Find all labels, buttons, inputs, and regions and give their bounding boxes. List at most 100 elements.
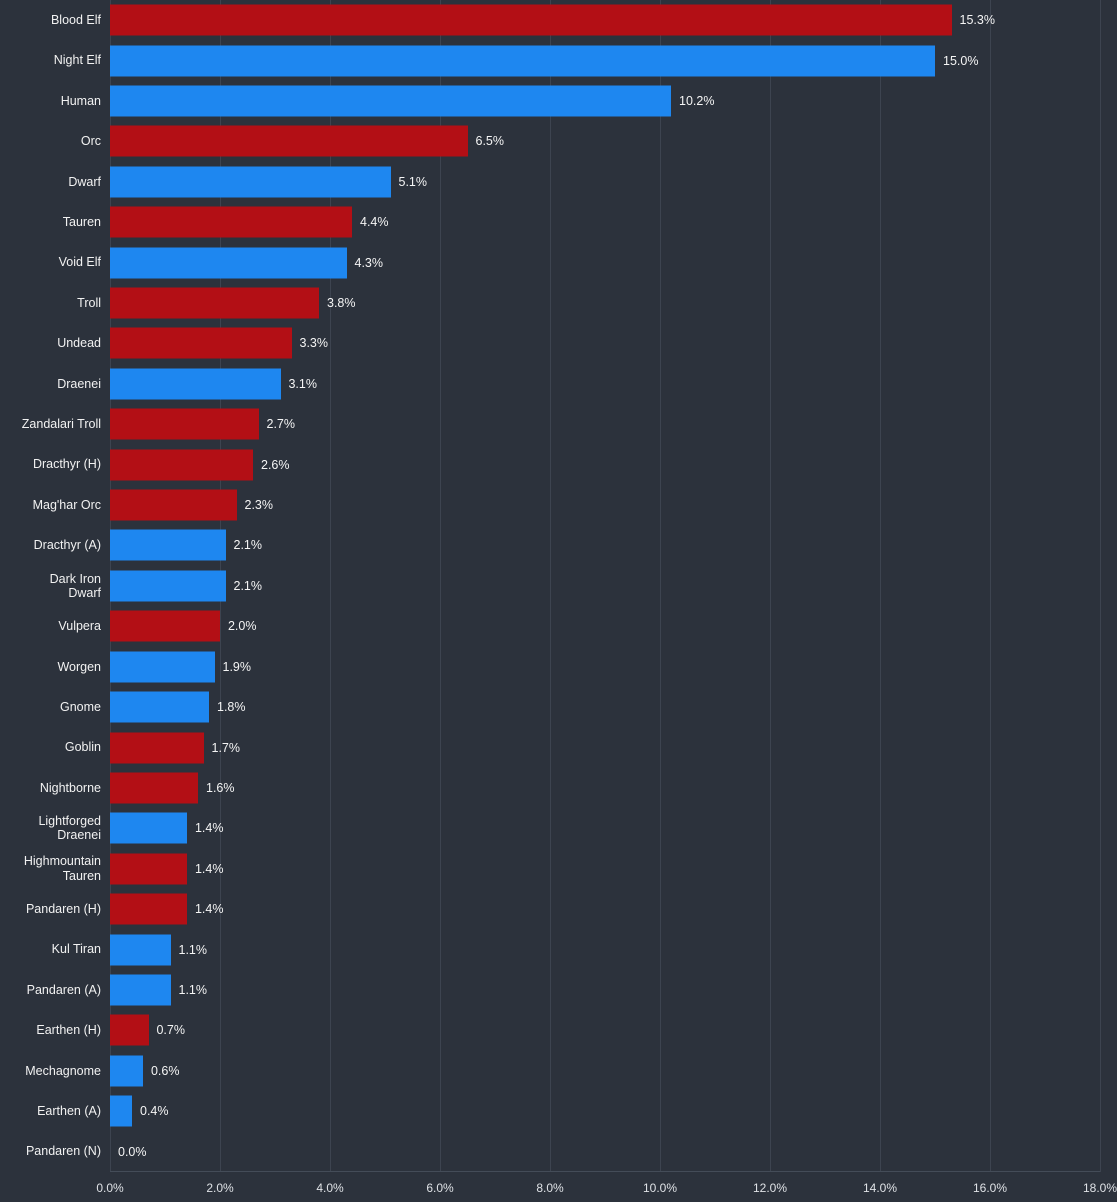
chart-row: Lightforged Draenei 1.4% xyxy=(0,808,1117,848)
category-label: Undead xyxy=(57,336,101,351)
gridline xyxy=(990,0,991,1172)
chart-row: Pandaren (A) 1.1% xyxy=(0,970,1117,1010)
chart-row: Pandaren (N) 0.0% xyxy=(0,1131,1117,1171)
bar-track: 1.1% xyxy=(110,929,1100,969)
bar-track: 5.1% xyxy=(110,162,1100,202)
plot-area: Blood Elf 15.3% Night Elf 15.0% Human 10… xyxy=(0,0,1117,1171)
category-label: Zandalari Troll xyxy=(21,417,101,432)
chart-row: Tauren 4.4% xyxy=(0,202,1117,242)
bar xyxy=(110,45,935,77)
value-label: 10.2% xyxy=(679,94,715,109)
bar-track: 1.1% xyxy=(110,970,1100,1010)
bar-track: 2.3% xyxy=(110,485,1100,525)
category-label: Dark Iron Dwarf xyxy=(49,571,101,600)
bar xyxy=(110,1014,149,1046)
chart-row: Vulpera 2.0% xyxy=(0,606,1117,646)
bar-track: 1.8% xyxy=(110,687,1100,727)
value-label: 2.7% xyxy=(266,417,296,432)
bar xyxy=(110,934,171,966)
bar xyxy=(110,166,391,198)
bar-track: 15.3% xyxy=(110,0,1100,40)
value-label: 2.3% xyxy=(244,498,274,513)
bar xyxy=(110,772,198,804)
bar-track: 0.6% xyxy=(110,1051,1100,1091)
chart-row: Human 10.2% xyxy=(0,81,1117,121)
bar xyxy=(110,651,215,683)
bar xyxy=(110,610,220,642)
category-label: Kul Tiran xyxy=(51,942,101,957)
x-tick-label: 14.0% xyxy=(862,1181,898,1195)
bar xyxy=(110,247,347,279)
gridline xyxy=(770,0,771,1172)
chart-row: Dracthyr (H) 2.6% xyxy=(0,444,1117,484)
value-label: 3.1% xyxy=(288,376,317,391)
bar-track: 1.4% xyxy=(110,889,1100,929)
chart-row: Earthen (A) 0.4% xyxy=(0,1091,1117,1131)
bar xyxy=(110,812,187,844)
bar xyxy=(110,206,352,238)
bar-track: 6.5% xyxy=(110,121,1100,161)
x-tick-label: 10.0% xyxy=(642,1181,678,1195)
value-label: 1.1% xyxy=(178,942,208,957)
category-label: Blood Elf xyxy=(50,13,101,28)
value-label: 2.1% xyxy=(233,538,263,553)
x-tick-label: 12.0% xyxy=(752,1181,788,1195)
category-label: Earthen (A) xyxy=(37,1103,101,1118)
bar-track: 1.7% xyxy=(110,727,1100,767)
category-label: Orc xyxy=(80,134,101,149)
chart-row: Night Elf 15.0% xyxy=(0,40,1117,80)
bar xyxy=(110,1055,143,1087)
gridline xyxy=(440,0,441,1172)
category-label: Draenei xyxy=(57,376,101,391)
value-label: 15.0% xyxy=(943,53,979,68)
value-label: 5.1% xyxy=(398,174,428,189)
x-tick-label: 0.0% xyxy=(96,1181,124,1195)
chart-row: Draenei 3.1% xyxy=(0,364,1117,404)
category-label: Pandaren (A) xyxy=(26,982,101,997)
value-label: 1.1% xyxy=(178,982,208,997)
chart-row: Orc 6.5% xyxy=(0,121,1117,161)
category-label: Worgen xyxy=(57,659,101,674)
bar-track: 4.3% xyxy=(110,242,1100,282)
value-label: 3.8% xyxy=(327,296,356,311)
value-label: 1.9% xyxy=(222,659,252,674)
value-label: 6.5% xyxy=(475,134,505,149)
bar-track: 3.3% xyxy=(110,323,1100,363)
bar-track: 15.0% xyxy=(110,40,1100,80)
bar-track: 10.2% xyxy=(110,81,1100,121)
bar-track: 1.4% xyxy=(110,849,1100,889)
bar-track: 4.4% xyxy=(110,202,1100,242)
category-label: Troll xyxy=(77,295,101,310)
category-label: Mag'har Orc xyxy=(32,497,101,512)
category-label: Void Elf xyxy=(58,255,101,270)
bar xyxy=(110,327,292,359)
bar-track: 2.6% xyxy=(110,444,1100,484)
bar xyxy=(110,893,187,925)
bar xyxy=(110,1095,132,1127)
category-label: Lightforged Draenei xyxy=(38,813,101,843)
category-label: Pandaren (H) xyxy=(25,901,101,916)
chart-row: Mag'har Orc 2.3% xyxy=(0,485,1117,525)
category-label: Earthen (H) xyxy=(36,1023,101,1038)
value-label: 1.8% xyxy=(217,700,246,715)
bar xyxy=(110,85,671,117)
x-tick-label: 4.0% xyxy=(316,1181,344,1195)
value-label: 0.6% xyxy=(150,1063,180,1078)
bar xyxy=(110,125,468,157)
value-label: 2.1% xyxy=(233,578,263,593)
value-label: 3.3% xyxy=(299,336,329,351)
chart-row: Void Elf 4.3% xyxy=(0,242,1117,282)
value-label: 4.3% xyxy=(354,255,384,270)
category-label: Dracthyr (A) xyxy=(33,538,101,553)
chart-row: Zandalari Troll 2.7% xyxy=(0,404,1117,444)
x-tick-label: 18.0% xyxy=(1082,1181,1117,1195)
bar-track: 2.0% xyxy=(110,606,1100,646)
bar-track: 0.4% xyxy=(110,1091,1100,1131)
category-label: Nightborne xyxy=(39,780,101,795)
gridline xyxy=(880,0,881,1172)
x-tick-label: 8.0% xyxy=(536,1181,564,1195)
bar xyxy=(110,853,187,885)
category-label: Highmountain Tauren xyxy=(23,854,101,883)
chart-row: Blood Elf 15.3% xyxy=(0,0,1117,40)
